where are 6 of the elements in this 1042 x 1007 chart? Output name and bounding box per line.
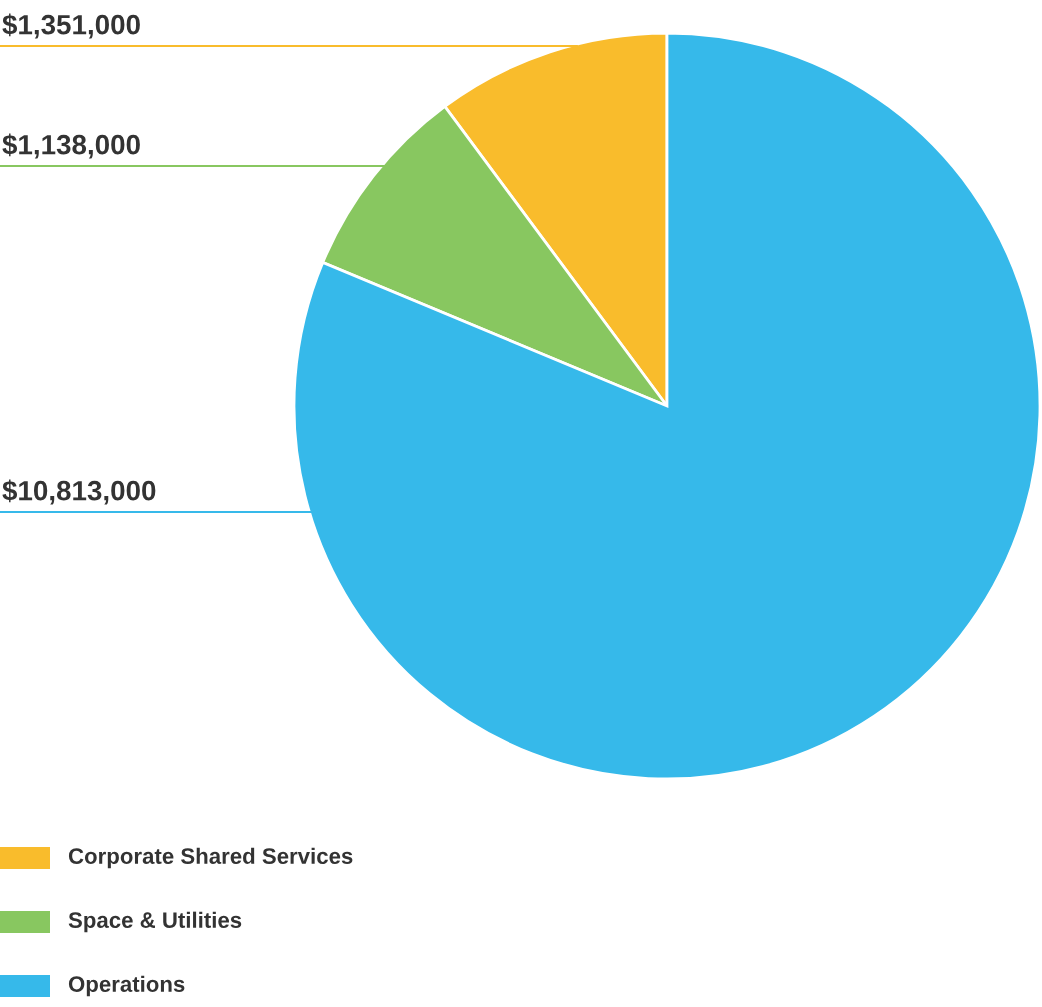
legend-label: Space & Utilities: [68, 911, 242, 933]
data-label: $1,138,000: [2, 133, 140, 159]
legend-label: Corporate Shared Services: [68, 847, 353, 869]
data-label: $1,351,000: [2, 13, 140, 39]
data-label: $10,813,000: [2, 479, 156, 505]
legend-label: Operations: [68, 975, 185, 997]
